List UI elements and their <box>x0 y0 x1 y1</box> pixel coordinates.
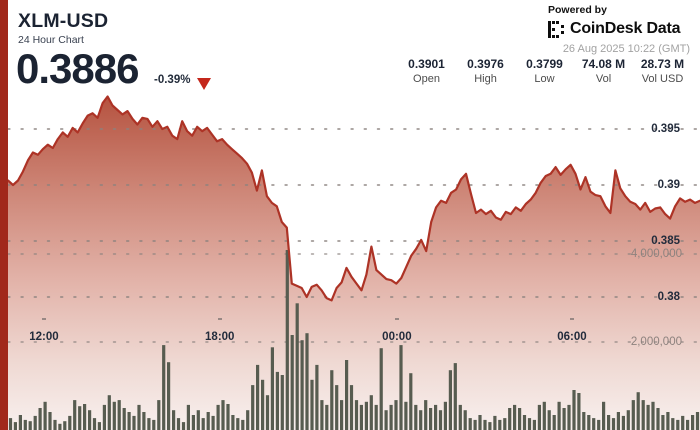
stat-label: Open <box>413 73 440 85</box>
page-title: XLM-USD <box>18 10 109 32</box>
stat-vol-usd: 28.73 M Vol USD <box>633 57 692 86</box>
accent-stripe <box>0 0 8 430</box>
stat-value: 28.73 M <box>640 57 685 71</box>
chart-timestamp: 26 Aug 2025 10:22 (GMT) <box>562 43 690 55</box>
stat-vol: 74.08 M Vol <box>574 57 633 86</box>
last-price: 0.3886 <box>16 45 139 92</box>
powered-by-label: Powered by <box>548 4 607 16</box>
stat-high: 0.3976 High <box>456 57 515 86</box>
price-area <box>8 96 700 430</box>
stat-label: High <box>474 73 497 85</box>
stat-label: Vol USD <box>641 73 684 85</box>
coindesk-data-link[interactable]: CoinDesk Data <box>548 20 681 38</box>
stat-open: 0.3901 Open <box>397 57 456 86</box>
stat-value: 0.3901 <box>408 57 445 71</box>
down-triangle-icon <box>197 78 211 90</box>
stat-value: 0.3976 <box>467 57 504 71</box>
coindesk-data-wordmark: CoinDesk Data <box>570 20 681 37</box>
volume-bars <box>8 250 700 430</box>
stat-label: Low <box>534 73 555 85</box>
stat-value: 74.08 M <box>581 57 626 71</box>
stat-value: 0.3799 <box>526 57 563 71</box>
stat-low: 0.3799 Low <box>515 57 574 86</box>
coindesk-logo-icon <box>548 20 565 38</box>
chart-subtitle: 24 Hour Chart <box>18 34 84 46</box>
stats-row: 0.3901 Open 0.3976 High 0.3799 Low 74.08 M Vol 2… <box>397 57 692 86</box>
price-line <box>6 95 700 302</box>
price-change-percent: -0.39% <box>154 74 191 86</box>
stat-label: Vol <box>595 73 612 85</box>
